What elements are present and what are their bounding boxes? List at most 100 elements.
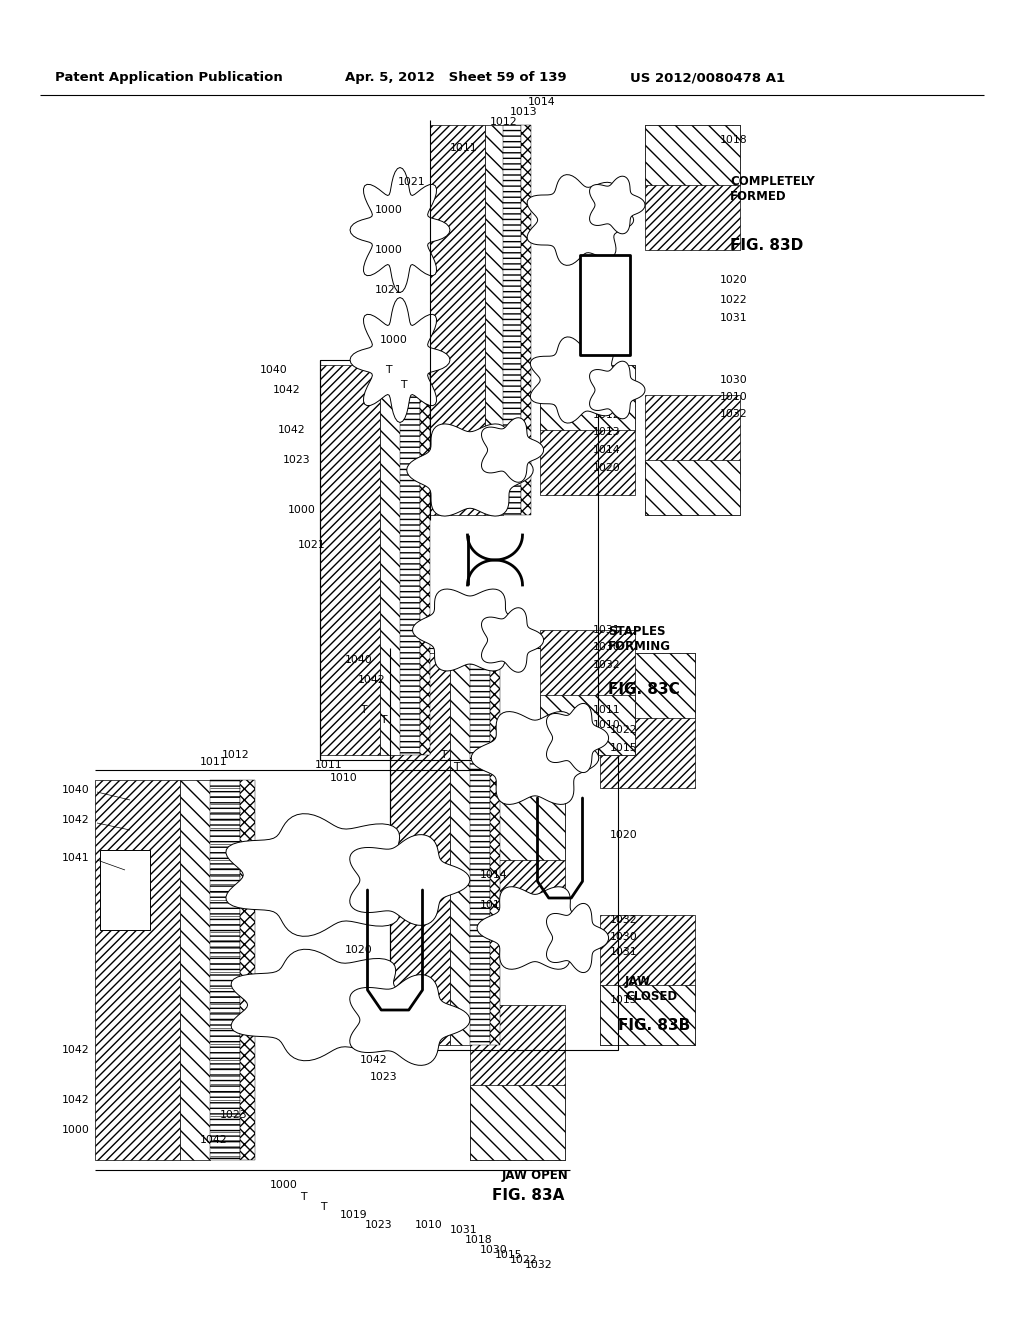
Text: 1030: 1030 [593,642,621,652]
Text: 1015: 1015 [610,743,638,752]
Polygon shape [350,168,450,293]
Text: T: T [400,380,407,389]
Bar [100,850,150,931]
Bar [490,653,500,1045]
Text: 1031: 1031 [450,1225,477,1236]
Text: 1021: 1021 [375,285,402,294]
Bar [210,780,240,1160]
Text: 1020: 1020 [345,945,373,954]
Bar [390,648,618,1049]
Polygon shape [413,589,527,671]
Text: FIG. 83A: FIG. 83A [492,1188,564,1203]
Polygon shape [590,176,645,234]
Bar [600,985,695,1045]
Text: FIG. 83C: FIG. 83C [608,682,680,697]
Text: 1013: 1013 [610,995,638,1005]
Bar [521,125,531,515]
Text: 1023: 1023 [283,455,310,465]
Polygon shape [350,974,470,1065]
Text: 1042: 1042 [62,814,90,825]
Text: 1011: 1011 [450,143,477,153]
Text: 1010: 1010 [720,392,748,403]
Text: 1030: 1030 [610,932,638,942]
Text: 1030: 1030 [720,375,748,385]
Bar [503,125,521,515]
Text: 1020: 1020 [610,830,638,840]
Text: 1018: 1018 [465,1236,493,1245]
Text: 1010: 1010 [415,1220,442,1230]
Text: 1012: 1012 [490,117,517,127]
Polygon shape [407,424,534,516]
Text: 1032: 1032 [525,1261,553,1270]
Text: 1042: 1042 [360,1055,388,1065]
Text: 1040: 1040 [62,785,90,795]
Polygon shape [547,903,608,973]
Bar [600,653,695,718]
Text: 1030: 1030 [480,1245,508,1255]
Text: 1042: 1042 [278,425,305,436]
Bar [645,125,740,185]
Bar [645,395,740,515]
Polygon shape [481,417,544,482]
Polygon shape [477,887,593,969]
Text: Patent Application Publication: Patent Application Publication [55,71,283,84]
Polygon shape [350,834,470,925]
Text: JAW
CLOSED: JAW CLOSED [625,975,677,1003]
Text: 1011: 1011 [593,705,621,715]
Bar [600,653,695,788]
Polygon shape [547,704,608,772]
Bar [95,780,180,1160]
Text: T: T [360,705,367,715]
Text: 1021: 1021 [298,540,326,550]
Bar [600,915,695,1045]
Polygon shape [350,297,450,422]
Text: 1012: 1012 [593,411,621,420]
Text: 1023: 1023 [370,1072,397,1082]
Bar [470,1085,565,1160]
Text: 1016: 1016 [480,900,508,909]
Text: 1013: 1013 [510,107,538,117]
Bar [645,459,740,515]
Bar [390,653,450,1045]
Bar [540,696,635,755]
Bar [450,653,470,1045]
Text: 1021: 1021 [350,865,378,875]
Bar [470,653,490,1045]
Text: 1013: 1013 [593,426,621,437]
Text: JAW OPEN: JAW OPEN [502,1168,568,1181]
Text: 1042: 1042 [273,385,301,395]
Bar [319,360,598,760]
Bar [420,366,430,755]
Text: STAPLES
FORMING: STAPLES FORMING [608,624,671,653]
Bar [319,366,380,755]
Polygon shape [481,607,544,672]
Text: 1000: 1000 [375,246,402,255]
Text: 1000: 1000 [380,335,408,345]
Bar [430,125,485,515]
Text: FIG. 83B: FIG. 83B [618,1018,690,1032]
Text: COMPLETELY
FORMED: COMPLETELY FORMED [730,176,815,203]
Bar [645,125,740,249]
Text: 1015: 1015 [495,1250,522,1261]
Bar [540,366,635,495]
Bar [380,366,400,755]
Text: 1042: 1042 [62,1096,90,1105]
Text: 1031: 1031 [593,624,621,635]
Text: 1011: 1011 [315,760,343,770]
Text: 1012: 1012 [222,750,250,760]
Text: 1032: 1032 [610,915,638,925]
Polygon shape [471,711,599,804]
Text: 1042: 1042 [200,1135,227,1144]
Bar [470,780,565,861]
Text: 1010: 1010 [330,774,357,783]
Bar [180,780,210,1160]
Text: 1022: 1022 [720,294,748,305]
Text: 1018: 1018 [720,135,748,145]
Text: 1040: 1040 [260,366,288,375]
Text: 1032: 1032 [720,409,748,418]
Bar [540,366,635,430]
Text: T: T [385,366,391,375]
Text: 1000: 1000 [270,1180,298,1191]
Text: T: T [440,750,446,760]
Text: 1020: 1020 [720,275,748,285]
